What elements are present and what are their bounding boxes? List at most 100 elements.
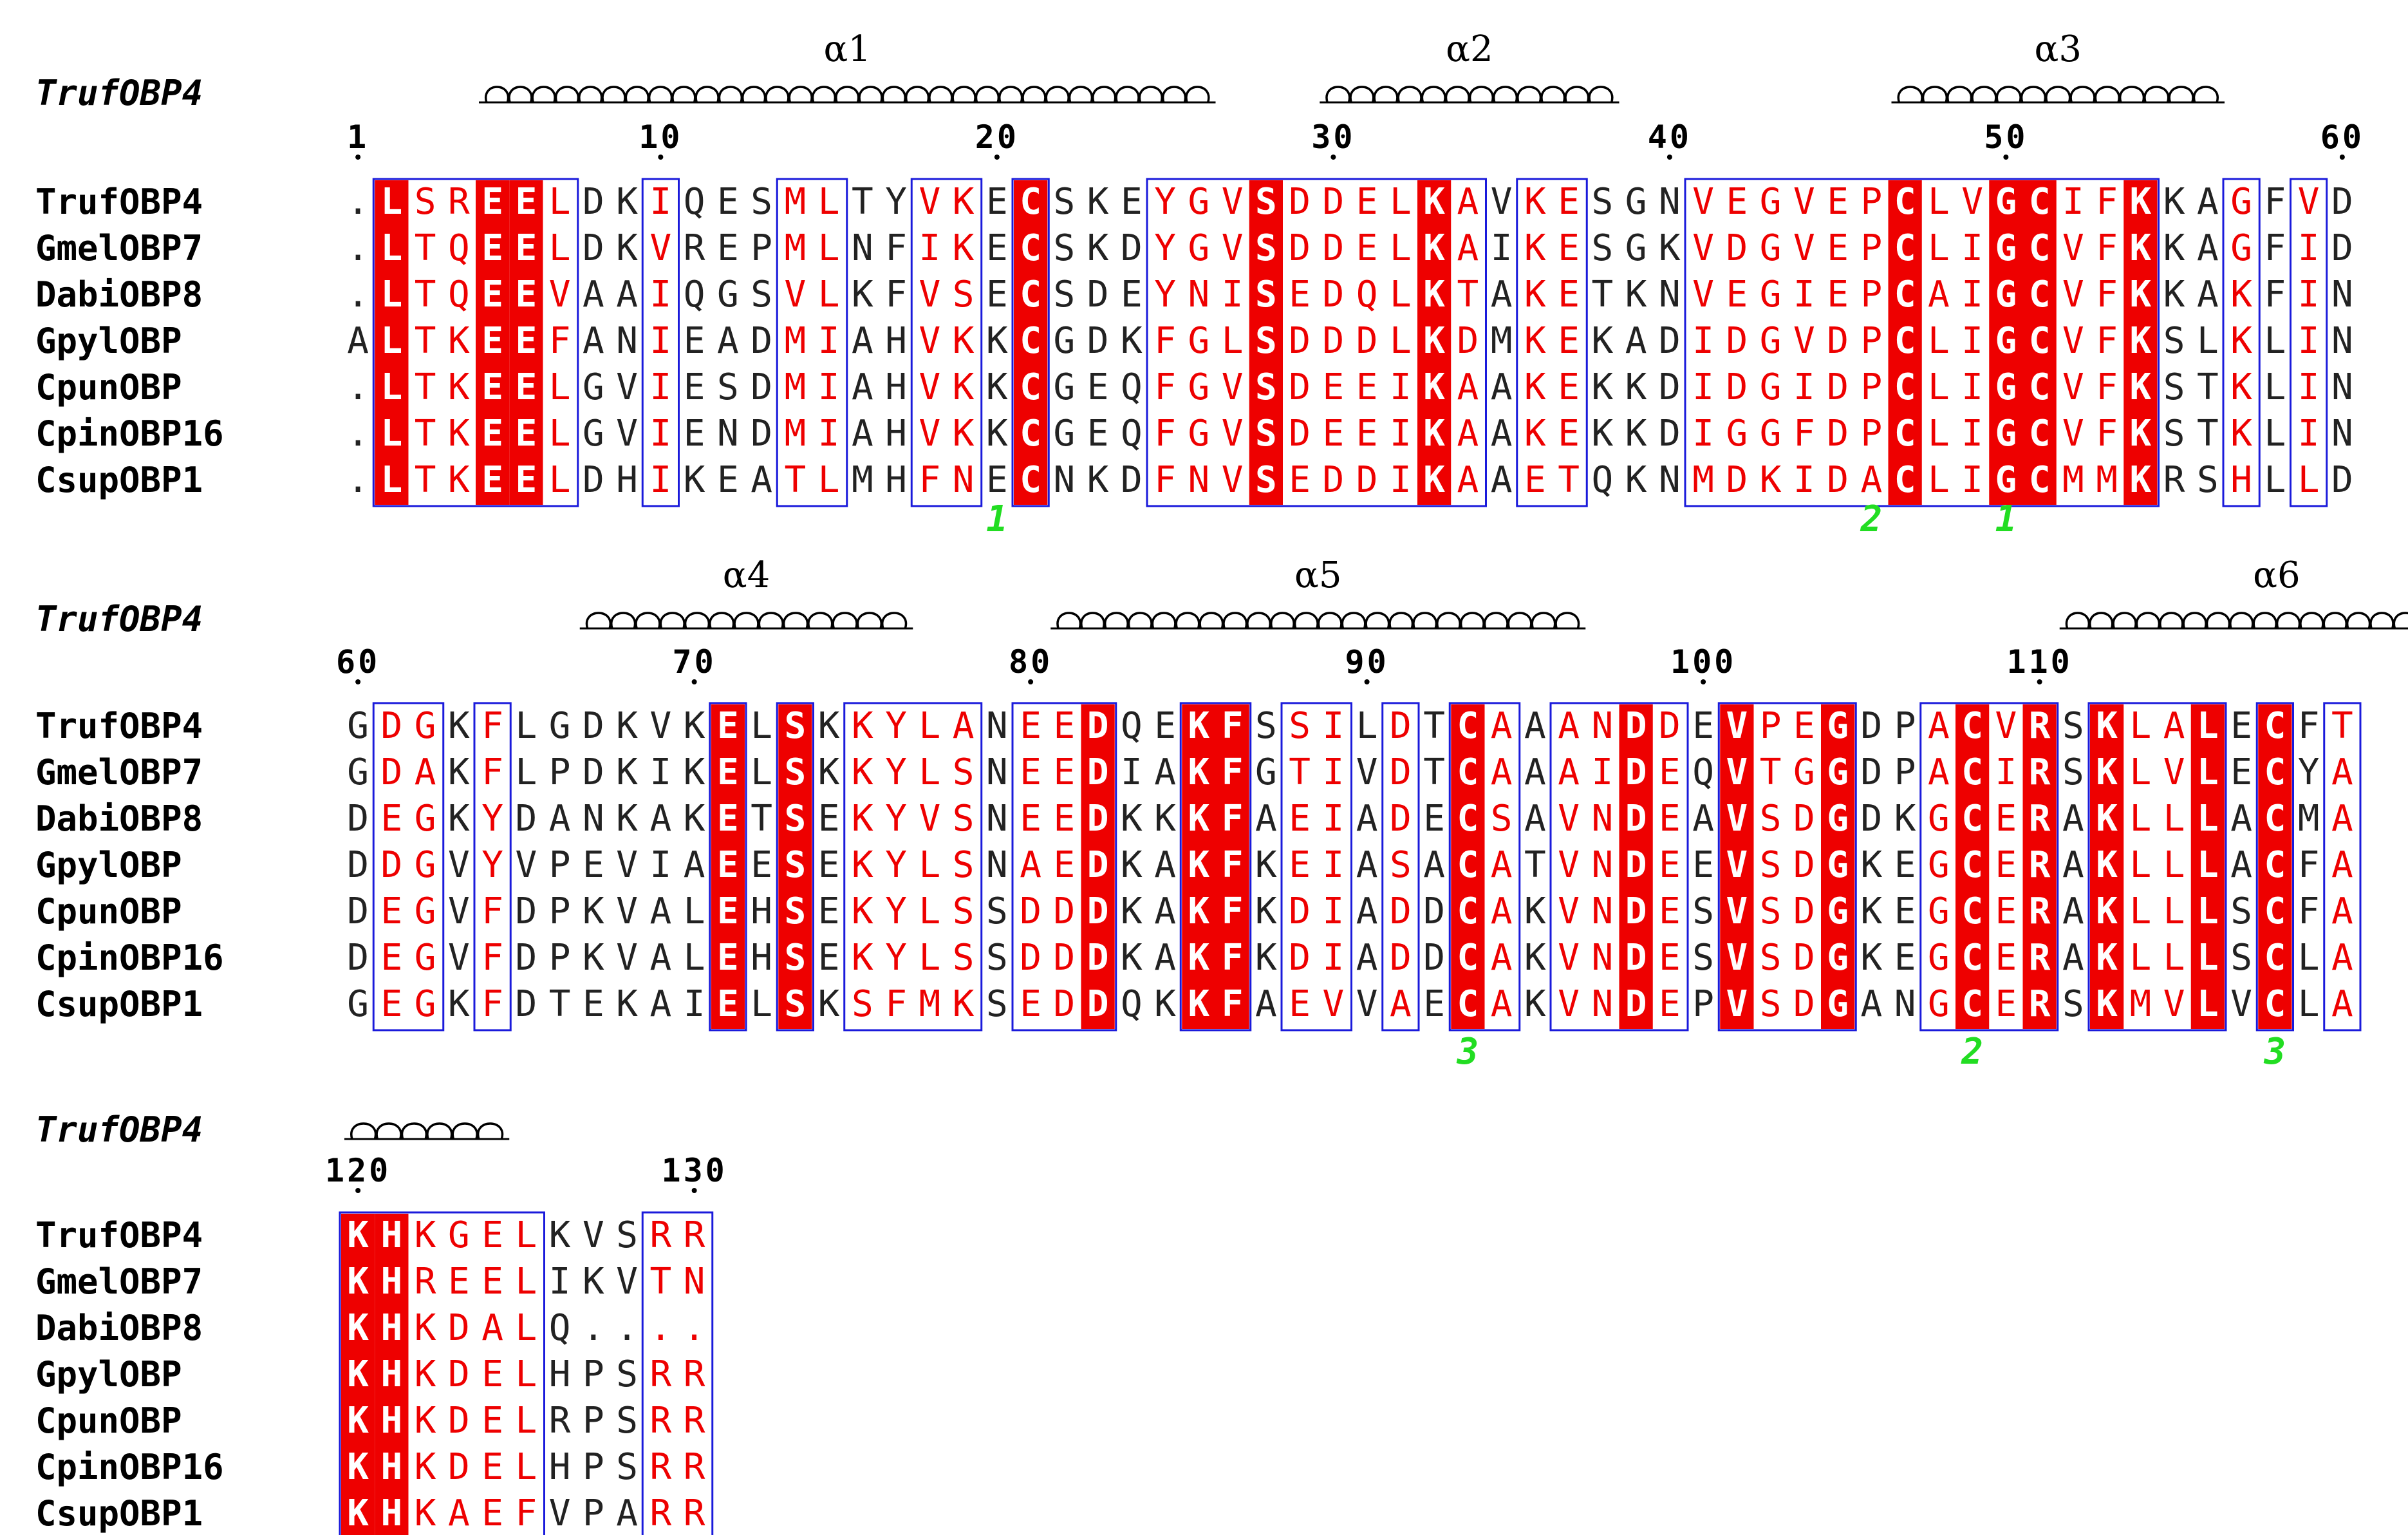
residue: E	[1054, 705, 1076, 747]
residue: G	[1995, 274, 2017, 315]
residue: L	[1390, 320, 1412, 362]
helix-α1: α1	[479, 28, 1216, 104]
residue: A	[2197, 274, 2219, 315]
residue: K	[818, 705, 840, 747]
residue: K	[1188, 705, 1210, 747]
residue: Y	[1154, 227, 1176, 269]
residue: K	[1592, 320, 1614, 362]
identical-column	[375, 180, 409, 505]
residue: L	[1390, 227, 1412, 269]
residue: .	[650, 1307, 672, 1349]
sequence-name: CpinOBP16	[35, 937, 224, 978]
residue: K	[448, 705, 470, 747]
residue: G	[1827, 890, 1849, 932]
residue: G	[1188, 413, 1210, 455]
residue: A	[1491, 366, 1513, 408]
identical-column	[1215, 704, 1249, 1029]
residue: D	[1087, 937, 1109, 979]
residue: C	[1457, 890, 1479, 932]
disulfide-pair-label: 1	[1995, 498, 2017, 540]
residue: K	[1087, 459, 1109, 501]
residue: V	[1356, 983, 1378, 1025]
residue: D	[1861, 798, 1883, 840]
residue: C	[2029, 413, 2051, 455]
residue: S	[1760, 890, 1782, 932]
residue: .	[347, 274, 369, 315]
residue: K	[1188, 890, 1210, 932]
residue: S	[1054, 181, 1076, 223]
residue: Y	[481, 798, 503, 840]
residue: D	[1087, 705, 1109, 747]
residue: L	[516, 1307, 537, 1349]
residue: K	[2230, 366, 2252, 408]
residue: A	[1457, 459, 1479, 501]
residue: L	[2197, 320, 2219, 362]
residue: D	[2331, 459, 2353, 501]
residue: I	[549, 1261, 571, 1303]
residue: C	[2029, 459, 2051, 501]
residue: E	[1558, 227, 1580, 269]
residue: D	[1793, 890, 1815, 932]
residue: G	[1827, 844, 1849, 886]
residue: H	[885, 459, 907, 501]
residue: P	[1861, 366, 1883, 408]
residue: E	[481, 274, 503, 315]
residue: K	[616, 181, 638, 223]
residue: K	[1087, 227, 1109, 269]
residue: A	[1356, 890, 1378, 932]
residue: K	[852, 751, 873, 793]
residue: D	[381, 844, 403, 886]
residue: Q	[684, 274, 705, 315]
residue: P	[583, 1493, 604, 1534]
residue: K	[2130, 366, 2152, 408]
residue: V	[1558, 937, 1580, 979]
conservation-box	[2222, 178, 2261, 507]
residue: I	[2298, 413, 2320, 455]
residue: G	[1188, 366, 1210, 408]
residue: F	[885, 227, 907, 269]
residue: C	[1961, 844, 1983, 886]
residue: S	[785, 751, 807, 793]
residue: T	[415, 459, 436, 501]
residue: E	[1289, 274, 1311, 315]
residue: L	[516, 1400, 537, 1442]
residue: D	[751, 366, 772, 408]
residue: K	[616, 798, 638, 840]
residue: L	[516, 1261, 537, 1303]
residue: K	[2096, 983, 2118, 1025]
residue: L	[516, 1446, 537, 1488]
residue: K	[684, 705, 705, 747]
residue: G	[1054, 320, 1076, 362]
residue: E	[1558, 413, 1580, 455]
residue: L	[2197, 751, 2219, 793]
residue: R	[684, 1353, 705, 1395]
residue: V	[2062, 274, 2084, 315]
residue: F	[885, 983, 907, 1025]
residue: K	[1524, 983, 1546, 1025]
residue: D	[1323, 274, 1345, 315]
residue: K	[1861, 844, 1883, 886]
residue: V	[1995, 705, 2017, 747]
residue: S	[616, 1446, 638, 1488]
residue: V	[616, 413, 638, 455]
residue: E	[1423, 983, 1445, 1025]
residue: A	[2062, 844, 2084, 886]
residue: G	[415, 844, 436, 886]
residue: Q	[684, 181, 705, 223]
identical-column	[1451, 704, 1485, 1029]
identical-column	[778, 704, 812, 1029]
residue: V	[1356, 751, 1378, 793]
residue: K	[852, 890, 873, 932]
residue: E	[717, 798, 739, 840]
residue: K	[415, 1307, 436, 1349]
residue: F	[481, 983, 503, 1025]
residue: V	[919, 413, 941, 455]
residue: E	[1356, 413, 1378, 455]
residue: C	[1020, 366, 1041, 408]
residue: F	[2096, 181, 2118, 223]
residue: T	[1592, 274, 1614, 315]
disulfide-pair-label: 2	[1961, 1031, 1983, 1073]
residue: E	[1995, 844, 2017, 886]
sequence-name: TrufOBP4	[35, 182, 203, 222]
residue-number: 110	[2006, 643, 2072, 681]
